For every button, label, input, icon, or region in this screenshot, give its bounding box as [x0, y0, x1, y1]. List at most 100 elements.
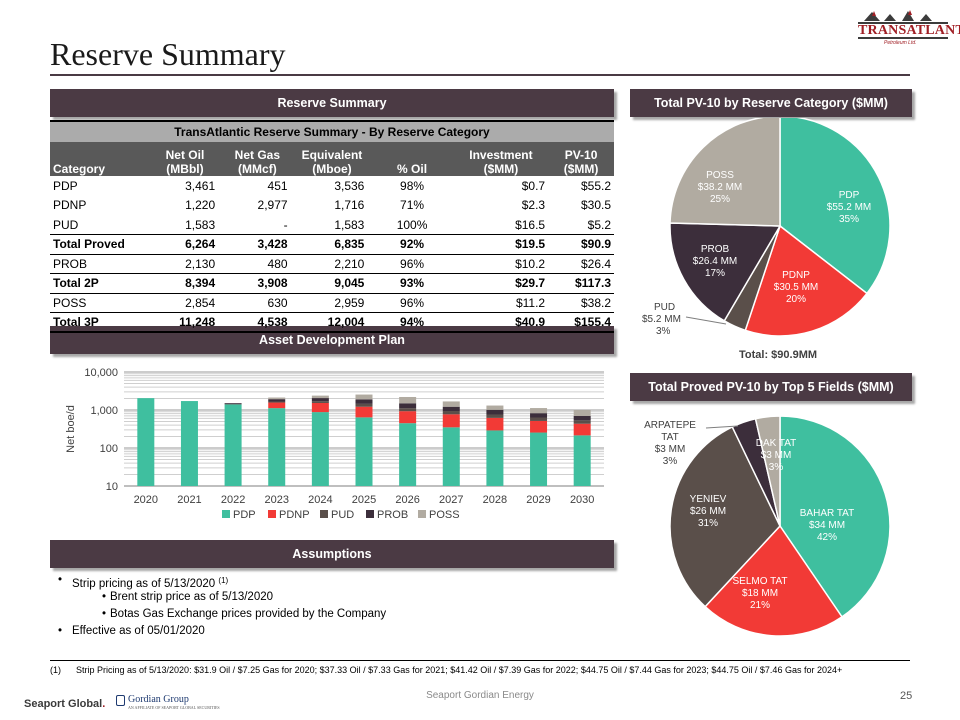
bar-segment-poss	[399, 396, 417, 404]
pie-slice	[669, 425, 781, 608]
x-tick-label: 2021	[177, 494, 201, 506]
column-header-line: (MMcf)	[238, 162, 277, 176]
x-tick-label: 2029	[526, 494, 550, 506]
pie-data-label: YENIEV	[690, 494, 727, 505]
bar-segment-pdnp	[442, 414, 460, 428]
column-header: PV-10 ($MM)	[548, 142, 614, 176]
seaport-logo-text: Seaport Global	[24, 698, 103, 710]
assumptions-list: Strip pricing as of 5/13/2020 (1) Brent …	[58, 572, 386, 640]
table-cell: 3,536	[334, 178, 365, 193]
pie-data-label: 42%	[817, 532, 837, 543]
bar-segment-prob	[224, 403, 242, 405]
pie-data-label: 20%	[786, 294, 806, 305]
pie-slice	[744, 224, 868, 337]
table-cell: 1,583	[334, 217, 365, 232]
table-cell: 480	[267, 256, 288, 271]
seaport-logo-dot: .	[102, 698, 106, 710]
logo-subtitle: Petroleum Ltd.	[884, 40, 917, 46]
table-cell: -	[283, 217, 288, 232]
assumption-sub-bullet: Brent strip price as of 5/13/2020	[58, 589, 386, 606]
table-cell: $40.9	[453, 312, 549, 333]
footnote-number: (1)	[50, 665, 61, 675]
table-cell: POSS	[53, 295, 87, 310]
column-header-line: Investment	[469, 148, 533, 162]
pie-slice	[779, 415, 891, 618]
footer-company: Seaport Gordian Energy	[426, 690, 534, 701]
gordian-logo: Gordian Group AN AFFILIATE OF SEAPORT GL…	[116, 694, 220, 710]
assumption-text: Strip pricing as of 5/13/2020	[72, 578, 216, 590]
table-cell: $10.2	[515, 256, 546, 271]
footnote: (1) Strip Pricing as of 5/13/2020: $31.9…	[50, 665, 910, 676]
table-cell: $155.4	[548, 312, 614, 333]
legend-swatch	[418, 510, 426, 518]
table-cell: 94%	[370, 312, 454, 333]
table-cell: 8,394	[148, 273, 222, 294]
leader-line	[705, 425, 739, 429]
table-cell: 2,210	[334, 256, 365, 271]
table-row: PUD 1,583 - 1,583 100% $16.5 $5.2	[50, 215, 614, 235]
bar-segment-poss	[268, 397, 286, 400]
table-cell: 4,538	[221, 312, 294, 333]
table-row: PDP 3,461 451 3,536 98% $0.7 $55.2	[50, 176, 614, 196]
table-cell: 2,959	[334, 295, 365, 310]
bar-segment-pdnp	[530, 420, 548, 433]
pie-slice	[704, 524, 844, 637]
table-cell: $30.5	[580, 198, 611, 213]
pie-data-label: PROB	[701, 244, 730, 255]
table-cell: $29.7	[453, 273, 549, 294]
gordian-mark-icon	[116, 695, 125, 706]
bar-segment-prob	[311, 398, 329, 402]
logo-emblem-icon	[864, 10, 932, 21]
table-cell: PROB	[53, 256, 88, 271]
column-header: % Oil	[370, 142, 454, 176]
title-divider	[50, 74, 910, 76]
table-cell: PUD	[53, 217, 79, 232]
legend-label: PUD	[331, 509, 354, 521]
table-cell: 2,977	[257, 198, 288, 213]
bar-segment-prob	[442, 406, 460, 412]
legend-swatch	[320, 510, 328, 518]
table-cell: Total Proved	[50, 234, 149, 255]
bar-segment-pud	[399, 408, 417, 412]
bar-segment-pdp	[573, 435, 591, 486]
bar-segment-pud	[311, 401, 329, 403]
table-cell: 100%	[396, 217, 428, 232]
table-cell: $11.2	[515, 295, 546, 310]
column-header: Net Gas (MMcf)	[221, 142, 294, 176]
pie-data-label: SELMO TAT	[732, 576, 787, 587]
table-cell: $55.2	[580, 178, 611, 193]
pie-slice	[669, 222, 782, 322]
table-body: PDP 3,461 451 3,536 98% $0.7 $55.2 PDNP 1,220 2,9…	[50, 176, 614, 333]
x-tick-label: 2023	[264, 494, 288, 506]
bar-segment-poss	[311, 395, 329, 399]
x-tick-label: 2030	[570, 494, 594, 506]
table-cell: 451	[267, 178, 288, 193]
pie-data-label: 31%	[698, 518, 718, 529]
x-tick-label: 2024	[308, 494, 332, 506]
gordian-logo-subtitle: AN AFFILIATE OF SEAPORT GLOBAL SECURITIE…	[128, 705, 220, 710]
bar-segment-prob	[486, 409, 504, 415]
table-cell: $38.2	[580, 295, 611, 310]
x-tick-label: 2020	[134, 494, 158, 506]
pie-data-label: $38.2 MM	[698, 182, 742, 193]
bar-segment-poss	[442, 401, 460, 407]
bar-segment-pdp	[311, 412, 329, 486]
pie-data-label: ARPATEPE	[644, 420, 696, 431]
table-row: Total Proved 6,264 3,428 6,835 92% $19.5 $90.9	[50, 234, 614, 255]
pie-data-label: DAK TAT	[756, 438, 797, 449]
table-cell: 3,428	[221, 234, 294, 255]
y-tick-label: 10	[106, 481, 118, 493]
table-row: PROB 2,130 480 2,210 96% $10.2 $26.4	[50, 254, 614, 274]
column-header-line: Net Oil	[165, 148, 205, 162]
pie-slice	[669, 118, 781, 227]
pie-data-label: $34 MM	[809, 520, 845, 531]
column-header: Category	[50, 142, 149, 176]
table-cell: $5.2	[587, 217, 611, 232]
bar-segment-pdp	[355, 417, 373, 486]
column-header: Equivalent (Mboe)	[293, 142, 371, 176]
pie-data-label: 21%	[750, 600, 770, 611]
page-title: Reserve Summary	[50, 36, 286, 72]
legend-label: POSS	[429, 509, 460, 521]
